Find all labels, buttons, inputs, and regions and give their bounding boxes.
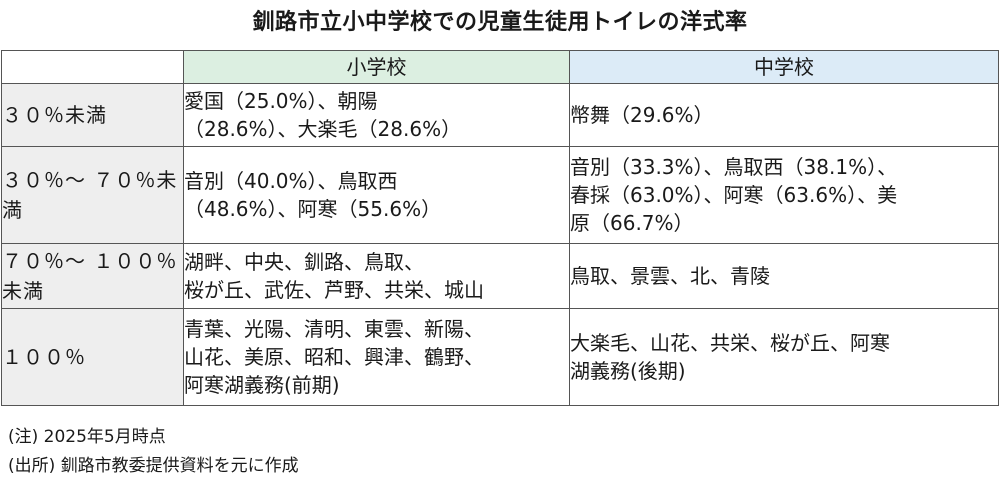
middle-cell: 幣舞（29.6%） [569, 83, 999, 147]
elementary-cell: 音別（40.0%）、鳥取西 （48.6%）、阿寒（55.6%） [183, 146, 570, 244]
row-label-70-to-100: ７０％～ １００％未満 [1, 243, 184, 309]
footnote-source: (出所) 釧路市教委提供資料を元に作成 [8, 456, 299, 476]
row-label-line: １００％ [2, 345, 86, 369]
cell-line: 愛国（25.0%）、朝陽 [184, 89, 378, 113]
table-row: １００％ 青葉、光陽、清明、東雲、新陽、 山花、美原、昭和、興津、鶴野、 阿寒湖… [1, 308, 999, 406]
table-header-row: 小学校 中学校 [1, 50, 999, 84]
elementary-cell: 湖畔、中央、釧路、鳥取、 桜が丘、武佐、芦野、共栄、城山 [183, 243, 570, 309]
row-label-line: ７０％未満 [2, 168, 178, 222]
cell-line: 鳥取、景雲、北、青陵 [570, 264, 770, 288]
page-title: 釧路市立小中学校での児童生徒用トイレの洋式率 [252, 10, 748, 35]
table-row: ７０％～ １００％未満 湖畔、中央、釧路、鳥取、 桜が丘、武佐、芦野、共栄、城山… [1, 243, 999, 309]
cell-line: 大楽毛、山花、共栄、桜が丘、阿寒 [570, 331, 890, 355]
cell-line: 湖義務(後期) [570, 359, 686, 383]
elementary-cell: 青葉、光陽、清明、東雲、新陽、 山花、美原、昭和、興津、鶴野、 阿寒湖義務(前期… [183, 308, 570, 406]
row-label-line: ３０％未満 [2, 103, 107, 127]
row-label-under-30: ３０％未満 [1, 83, 184, 147]
header-corner-cell [1, 50, 184, 84]
middle-cell: 鳥取、景雲、北、青陵 [569, 243, 999, 309]
cell-line: 青葉、光陽、清明、東雲、新陽、 [184, 317, 484, 341]
cell-line: 幣舞（29.6%） [570, 103, 714, 127]
footnotes: (注) 2025年5月時点 (出所) 釧路市教委提供資料を元に作成 [8, 423, 299, 481]
cell-line: 山花、美原、昭和、興津、鶴野、 [184, 345, 484, 369]
cell-line: （28.6%）、大楽毛（28.6%） [184, 117, 462, 141]
cell-line: 湖畔、中央、釧路、鳥取、 [184, 250, 424, 274]
header-elementary-school: 小学校 [183, 50, 570, 84]
middle-cell: 音別（33.3%）、鳥取西（38.1%）、 春採（63.0%）、阿寒（63.6%… [569, 146, 999, 244]
elementary-cell: 愛国（25.0%）、朝陽 （28.6%）、大楽毛（28.6%） [183, 83, 570, 147]
footnote-date: (注) 2025年5月時点 [8, 427, 166, 447]
row-label-line: １００％未満 [2, 249, 178, 303]
row-label-30-to-70: ３０％～ ７０％未満 [1, 146, 184, 244]
cell-line: 音別（33.3%）、鳥取西（38.1%）、 [570, 155, 898, 179]
row-label-line: ７０％～ [2, 249, 86, 273]
cell-line: 桜が丘、武佐、芦野、共栄、城山 [184, 278, 484, 302]
header-middle-school: 中学校 [569, 50, 999, 84]
cell-line: 音別（40.0%）、鳥取西 [184, 169, 398, 193]
toilet-rate-table: 小学校 中学校 ３０％未満 愛国（25.0%）、朝陽 （28.6%）、大楽毛（2… [1, 50, 999, 406]
cell-line: 阿寒湖義務(前期) [184, 373, 340, 397]
middle-cell: 大楽毛、山花、共栄、桜が丘、阿寒 湖義務(後期) [569, 308, 999, 406]
row-label-100: １００％ [1, 308, 184, 406]
table-row: ３０％～ ７０％未満 音別（40.0%）、鳥取西 （48.6%）、阿寒（55.6… [1, 146, 999, 244]
cell-line: 原（66.7%） [570, 211, 694, 235]
row-label-line: ３０％～ [2, 168, 86, 192]
cell-line: 春採（63.0%）、阿寒（63.6%）、美 [570, 183, 898, 207]
table-row: ３０％未満 愛国（25.0%）、朝陽 （28.6%）、大楽毛（28.6%） 幣舞… [1, 83, 999, 147]
cell-line: （48.6%）、阿寒（55.6%） [184, 197, 442, 221]
